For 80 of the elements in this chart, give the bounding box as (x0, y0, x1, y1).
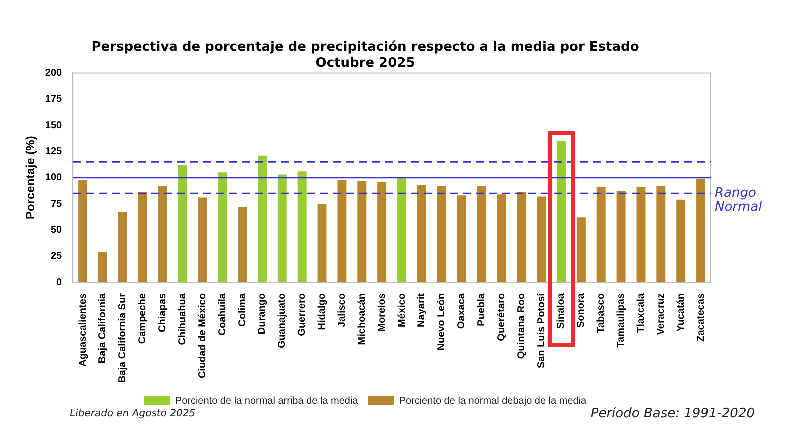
bar (477, 186, 486, 283)
bar (318, 204, 327, 283)
x-tick-label: Chiapas (158, 293, 169, 332)
bar (676, 200, 686, 283)
x-tick-label: Jalisco (336, 294, 348, 328)
legend-label: Porciento de la normal arriba de la media (175, 396, 359, 407)
ref-line-label: Rango Normal (715, 186, 763, 215)
y-tick-label: 75 (50, 198, 63, 210)
x-tick-label: Baja California (98, 293, 109, 364)
x-tick-label: Nayarit (416, 292, 428, 328)
bar (378, 182, 387, 283)
bar (517, 192, 526, 283)
bar (497, 194, 506, 283)
x-tick-label: Baja California Sur (118, 293, 129, 383)
x-tick-label: Veracruz (656, 294, 667, 336)
bar (398, 178, 406, 283)
bar (417, 185, 426, 283)
bar (437, 186, 446, 283)
bar (238, 207, 248, 283)
bar (696, 178, 706, 283)
y-axis-title: Porcentaje (%) (24, 136, 38, 220)
bar (198, 198, 208, 283)
bar (636, 187, 646, 283)
bar (557, 141, 566, 283)
x-tick-label: Oaxaca (456, 293, 468, 330)
x-tick-label: Sinaloa (556, 293, 568, 330)
x-tick-label: Hidalgo (317, 294, 328, 330)
x-tick-label: Morelos (376, 293, 388, 332)
y-tick-label: 150 (45, 120, 63, 132)
x-tick-label: Tamaulipas (616, 293, 628, 348)
bar (218, 172, 228, 283)
bar (158, 186, 168, 283)
bar (278, 174, 287, 283)
bar (118, 212, 128, 283)
x-tick-label: Campeche (138, 293, 149, 344)
x-tick-label: Ciudad de México (197, 294, 208, 379)
x-tick-label: San Luis Potosí (536, 292, 548, 369)
bar (537, 196, 546, 283)
x-tick-label: Durango (257, 294, 268, 335)
bar (338, 180, 347, 283)
bar (258, 156, 267, 283)
bar (358, 181, 367, 283)
x-tick-label: México (396, 294, 408, 328)
bar (656, 186, 666, 283)
bar (78, 180, 88, 283)
bar (576, 218, 586, 283)
x-tick-label: Querétaro (496, 294, 508, 342)
y-tick-label: 25 (50, 251, 63, 262)
y-tick-label: 50 (50, 224, 63, 236)
bar (298, 172, 307, 283)
x-tick-label: Yucatán (676, 294, 687, 332)
bar (178, 165, 188, 283)
x-tick-label: Quintana Roo (516, 294, 528, 360)
x-tick-label: Tabasco (596, 294, 608, 334)
y-tick-label: 100 (45, 172, 63, 184)
x-tick-label: Michoacán (356, 294, 368, 346)
x-tick-label: Zacatecas (696, 293, 707, 342)
text: Liberado en Agosto 2025 (70, 408, 196, 420)
x-tick-label: Nuevo León (436, 294, 448, 351)
bar (138, 192, 148, 283)
bar (98, 252, 108, 283)
x-tick-label: Aguascalientes (78, 293, 89, 367)
y-tick-label: 0 (56, 277, 63, 288)
x-tick-label: Guanajuato (277, 294, 288, 349)
legend-label: Porciento de la normal debajo de la media (399, 396, 588, 407)
x-tick-label: Sonora (576, 293, 588, 328)
x-tick-label: Guerrero (297, 294, 308, 336)
x-tick-label: Chihuahua (177, 293, 188, 346)
bar (616, 191, 626, 283)
y-tick-label: 175 (45, 94, 63, 106)
chart-title: Perspectiva de porcentaje de precipitación respecto a la media por Estado Octubre 2025 (92, 40, 640, 71)
x-tick-label: Tlaxcala (636, 293, 647, 334)
x-tick-label: Puebla (476, 293, 488, 326)
text: Período Base: 1991-2020 (590, 406, 755, 422)
bar (596, 187, 606, 283)
y-tick-label: 125 (45, 146, 63, 158)
x-tick-label: Coahuila (217, 293, 228, 336)
y-tick-label: 200 (45, 68, 63, 79)
x-tick-label: Colima (237, 293, 248, 327)
bar (457, 196, 466, 283)
